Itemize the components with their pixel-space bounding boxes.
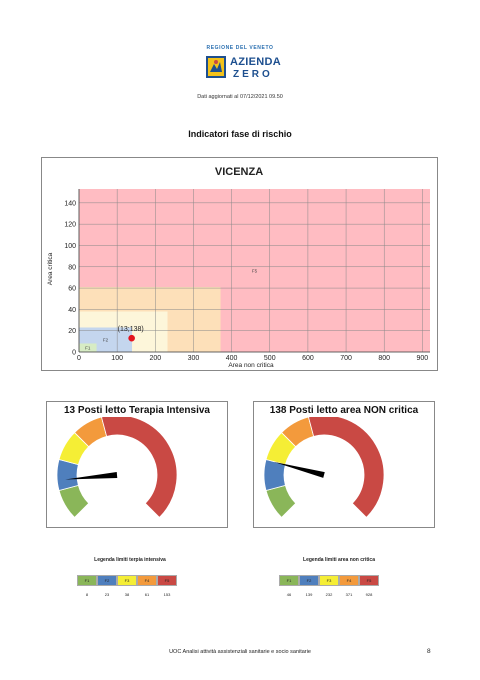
x-tick-label: 600	[302, 355, 314, 362]
section-title: Indicatori fase di rischio	[188, 129, 292, 139]
legend-title-nc: Legenda limiti area non critica	[303, 557, 375, 563]
legend-swatch-f1: F1	[77, 575, 97, 586]
zone-label: F1	[85, 346, 91, 351]
x-tick-label: 0	[77, 355, 81, 362]
y-tick-label: 0	[72, 350, 76, 357]
legend-swatch-f4: F4	[339, 575, 359, 586]
x-tick-label: 300	[188, 355, 200, 362]
legend-value: 139	[305, 592, 313, 597]
y-tick-label: 100	[64, 243, 76, 250]
x-tick-label: 800	[378, 355, 390, 362]
x-tick-label: 100	[111, 355, 123, 362]
gauge-panel-ti: 13 Posti letto Terapia Intensiva	[46, 401, 228, 528]
gauge-chart-ti	[56, 417, 178, 518]
gauge-band-f5	[308, 417, 385, 518]
legend-swatch-f5: F5	[157, 575, 177, 586]
legend-value: 8	[85, 592, 89, 597]
legend-value: 23	[104, 592, 110, 597]
legend-value: 928	[365, 592, 373, 597]
data-point-label: (13;138)	[118, 326, 144, 333]
logo-line2: ZERO	[233, 69, 273, 80]
legend-value: 371	[345, 592, 353, 597]
y-axis-label: Area critica	[47, 252, 54, 285]
x-tick-label: 700	[340, 355, 352, 362]
zone-f1	[79, 343, 97, 352]
legend-value: 38	[124, 592, 130, 597]
y-tick-label: 80	[68, 264, 76, 271]
chart-title: VICENZA	[215, 166, 263, 178]
y-tick-label: 40	[68, 307, 76, 314]
legend-swatch-f2: F2	[97, 575, 117, 586]
legend-swatch-f4: F4	[137, 575, 157, 586]
gauge-band-f1	[58, 484, 90, 518]
x-tick-label: 200	[149, 355, 161, 362]
gauge-chart-nc	[263, 417, 385, 518]
x-tick-label: 500	[264, 355, 276, 362]
y-tick-label: 60	[68, 286, 76, 293]
risk-scatter-panel: F5F4F3F2F1 01002003004005006007008009000…	[41, 157, 438, 371]
page-footer: UOC Analisi attività assistenziali sanit…	[169, 649, 311, 655]
update-timestamp: Dati aggiornati al 07/12/2021 09.50	[197, 94, 283, 100]
legend-ti: Legenda limiti terpia intensiva F1 F2 F3…	[60, 557, 200, 597]
y-tick-label: 20	[68, 328, 76, 335]
legend-values-nc: 46 139 232 371 928	[279, 592, 409, 597]
gauge-panel-nc: 138 Posti letto area NON critica	[253, 401, 435, 528]
legend-value: 153	[163, 592, 171, 597]
zone-label: F5	[252, 269, 258, 274]
x-tick-label: 900	[417, 355, 429, 362]
legend-swatches-nc: F1 F2 F3 F4 F5	[279, 575, 409, 586]
gauge-title-nc: 138 Posti letto area NON critica	[269, 405, 419, 416]
y-tick-label: 120	[64, 222, 76, 229]
gauge-title-ti: 13 Posti letto Terapia Intensiva	[64, 405, 210, 416]
legend-swatch-f3: F3	[319, 575, 339, 586]
x-tick-label: 400	[226, 355, 238, 362]
page-number: 8	[427, 648, 431, 655]
legend-swatch-f1: F1	[279, 575, 299, 586]
legend-value: 61	[144, 592, 150, 597]
legend-swatch-f5: F5	[359, 575, 379, 586]
region-label: REGIONE DEL VENETO	[206, 45, 274, 51]
legend-swatch-f2: F2	[299, 575, 319, 586]
gauge-needle	[65, 472, 118, 480]
gauge-band-f5	[101, 417, 178, 518]
gauge-needle	[273, 461, 325, 478]
legend-value: 46	[286, 592, 292, 597]
zone-label: F2	[103, 338, 109, 343]
y-tick-label: 140	[64, 200, 76, 207]
legend-value: 232	[325, 592, 333, 597]
data-point	[128, 334, 135, 342]
logo-line1: AZIENDA	[230, 56, 281, 68]
x-axis-label: Area non critica	[228, 362, 274, 369]
gauge-band-f1	[265, 484, 297, 518]
azienda-zero-logo-icon	[206, 56, 226, 78]
risk-scatter-chart: F5F4F3F2F1 01002003004005006007008009000…	[47, 166, 430, 369]
legend-values-ti: 8 23 38 61 153	[77, 592, 200, 597]
legend-swatches-ti: F1 F2 F3 F4 F5	[77, 575, 200, 586]
legend-title-ti: Legenda limiti terpia intensiva	[94, 557, 166, 563]
legend-swatch-f3: F3	[117, 575, 137, 586]
legend-nc: Legenda limiti area non critica F1 F2 F3…	[269, 557, 409, 597]
